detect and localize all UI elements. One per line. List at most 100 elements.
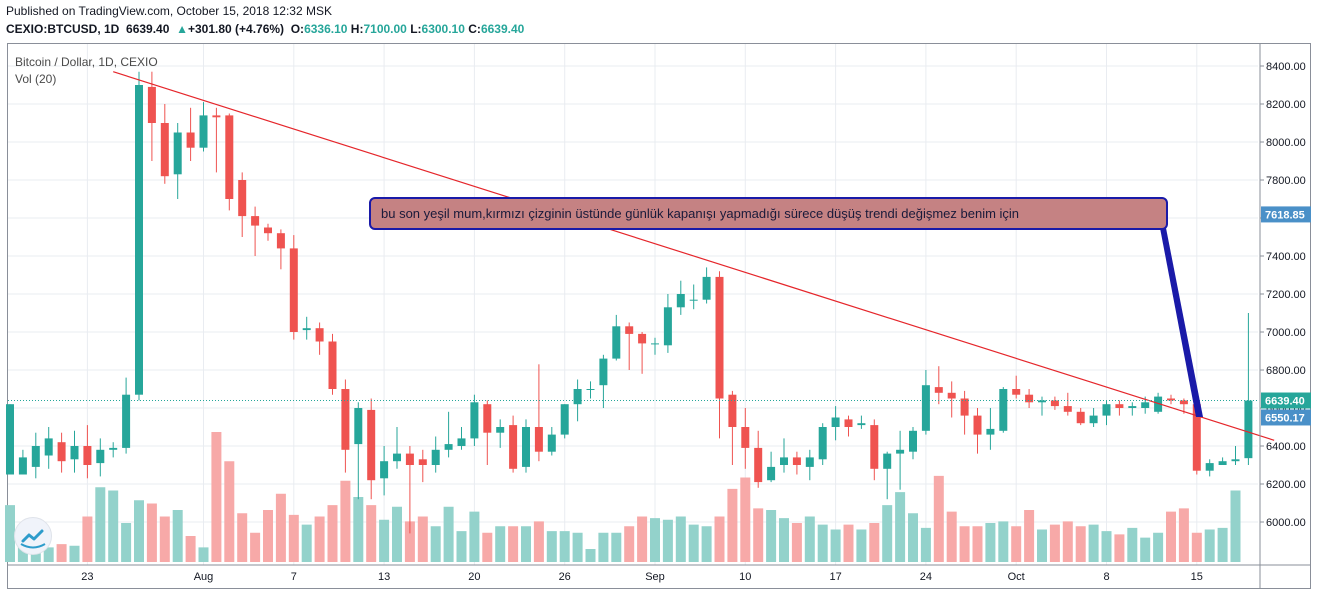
legend-volume[interactable]: Vol (20)	[15, 72, 57, 86]
candle-body[interactable]	[973, 415, 982, 435]
candle-body[interactable]	[276, 233, 285, 249]
candle-body[interactable]	[702, 276, 711, 300]
candle-body[interactable]	[393, 453, 401, 462]
candle-body[interactable]	[586, 389, 595, 390]
candle-body[interactable]	[818, 427, 827, 460]
candle-body[interactable]	[18, 457, 27, 475]
candle-body[interactable]	[431, 449, 440, 465]
candle-body[interactable]	[612, 326, 621, 359]
candle-body[interactable]	[625, 326, 634, 334]
candle-body[interactable]	[31, 446, 40, 467]
candle-body[interactable]	[341, 389, 350, 450]
candle-body[interactable]	[754, 447, 763, 483]
candle-body[interactable]	[573, 389, 582, 405]
candle-body[interactable]	[160, 123, 169, 177]
candle-body[interactable]	[780, 457, 788, 465]
tradingview-logo-icon[interactable]	[14, 517, 52, 555]
candle-body[interactable]	[883, 453, 892, 469]
candle-body[interactable]	[1089, 415, 1098, 424]
legend-title[interactable]: Bitcoin / Dollar, 1D, CEXIO	[15, 55, 158, 69]
candle-body[interactable]	[1141, 402, 1150, 408]
candle-body[interactable]	[560, 404, 569, 435]
candle-body[interactable]	[728, 394, 737, 427]
candle-body[interactable]	[831, 417, 840, 428]
candle-body[interactable]	[1218, 461, 1227, 465]
candle-body[interactable]	[315, 328, 324, 342]
candle-body[interactable]	[328, 341, 337, 390]
candle-body[interactable]	[96, 449, 105, 464]
candle-body[interactable]	[405, 453, 414, 465]
candle-body[interactable]	[186, 132, 195, 148]
annotation-callout[interactable]: bu son yeşil mum,kırmızı çizginin üstünd…	[369, 197, 1168, 230]
candle-body[interactable]	[638, 333, 647, 344]
candle-body[interactable]	[1167, 398, 1175, 401]
candle-body[interactable]	[470, 402, 479, 439]
candle-body[interactable]	[934, 387, 943, 393]
candle-body[interactable]	[289, 248, 298, 332]
candle-body[interactable]	[147, 86, 156, 123]
candle-body[interactable]	[135, 85, 143, 395]
candle-body[interactable]	[870, 425, 879, 469]
candle-body[interactable]	[1102, 404, 1111, 416]
candle-body[interactable]	[741, 427, 750, 448]
candle-body[interactable]	[896, 449, 905, 454]
candle-body[interactable]	[354, 408, 363, 445]
candle-body[interactable]	[1128, 406, 1137, 408]
candle-body[interactable]	[109, 447, 118, 450]
candle-body[interactable]	[1076, 411, 1085, 424]
candle-body[interactable]	[1115, 404, 1124, 408]
candle-body[interactable]	[689, 299, 698, 301]
candle-body[interactable]	[444, 444, 453, 450]
candle-body[interactable]	[418, 459, 427, 465]
candle-body[interactable]	[302, 328, 311, 331]
candle-body[interactable]	[1012, 389, 1021, 395]
candle-body[interactable]	[122, 394, 131, 448]
candle-body[interactable]	[238, 180, 247, 217]
candle-body[interactable]	[534, 427, 543, 452]
candle-body[interactable]	[1231, 459, 1240, 462]
candle-body[interactable]	[663, 307, 672, 346]
candle-body[interactable]	[367, 409, 376, 481]
candle-body[interactable]	[496, 427, 505, 433]
symbol-label[interactable]: CEXIO:BTCUSD, 1D	[6, 22, 120, 36]
candle-body[interactable]	[1050, 400, 1059, 407]
candle-body[interactable]	[676, 294, 685, 308]
candle-body[interactable]	[380, 461, 389, 479]
candle-body[interactable]	[251, 216, 260, 226]
trendline[interactable]	[113, 71, 1275, 441]
candle-body[interactable]	[805, 457, 814, 467]
candle-body[interactable]	[857, 423, 866, 426]
candle-body[interactable]	[1244, 400, 1253, 459]
candle-body[interactable]	[767, 466, 776, 481]
candle-body[interactable]	[1205, 463, 1214, 471]
candle-body[interactable]	[83, 446, 92, 465]
candle-body[interactable]	[960, 398, 969, 416]
candle-body[interactable]	[199, 115, 208, 148]
candle-body[interactable]	[225, 115, 234, 199]
candle-body[interactable]	[44, 438, 53, 456]
candle-body[interactable]	[547, 434, 556, 452]
candle-body[interactable]	[715, 276, 724, 399]
candle-body[interactable]	[909, 430, 917, 452]
candle-body[interactable]	[1038, 400, 1046, 403]
candle-body[interactable]	[457, 438, 466, 446]
candle-body[interactable]	[57, 442, 66, 462]
candle-body[interactable]	[1192, 404, 1201, 471]
candle-body[interactable]	[264, 227, 272, 234]
candle-body[interactable]	[483, 404, 492, 433]
candle-body[interactable]	[509, 425, 518, 469]
candle-body[interactable]	[173, 132, 182, 175]
candle-body[interactable]	[6, 404, 14, 475]
candle-body[interactable]	[522, 427, 530, 467]
candle-body[interactable]	[947, 392, 956, 399]
candle-body[interactable]	[1063, 406, 1072, 412]
candle-body[interactable]	[599, 358, 608, 386]
candle-body[interactable]	[70, 446, 79, 460]
candle-body[interactable]	[212, 115, 221, 118]
candle-body[interactable]	[1154, 396, 1163, 412]
candle-body[interactable]	[1179, 400, 1188, 405]
candle-body[interactable]	[921, 385, 930, 431]
candle-body[interactable]	[999, 389, 1008, 431]
candle-body[interactable]	[986, 428, 995, 435]
